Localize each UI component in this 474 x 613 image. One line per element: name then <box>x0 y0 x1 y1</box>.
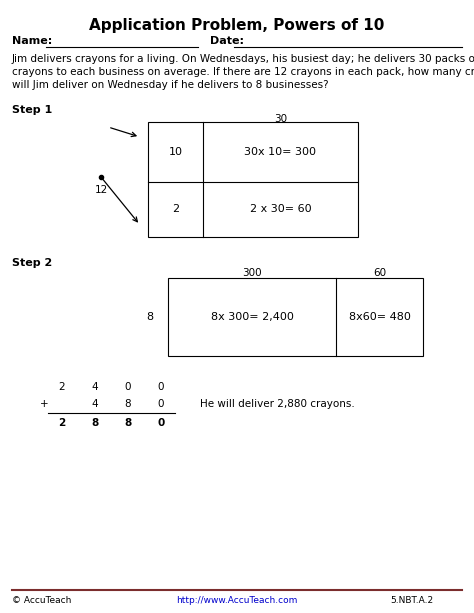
Text: 0: 0 <box>158 382 164 392</box>
Text: Name:: Name: <box>12 36 52 46</box>
Text: 0: 0 <box>125 382 131 392</box>
Text: 8x 300= 2,400: 8x 300= 2,400 <box>210 312 293 322</box>
Text: 5.NBT.A.2: 5.NBT.A.2 <box>390 596 433 605</box>
Text: 2 x 30= 60: 2 x 30= 60 <box>250 205 311 215</box>
Text: http://www.AccuTeach.com: http://www.AccuTeach.com <box>176 596 298 605</box>
Text: He will deliver 2,880 crayons.: He will deliver 2,880 crayons. <box>200 399 355 409</box>
Text: 30x 10= 300: 30x 10= 300 <box>245 147 317 157</box>
Text: 60: 60 <box>373 268 386 278</box>
Bar <box>168 278 423 356</box>
Text: Jim delivers crayons for a living. On Wednesdays, his busiest day; he delivers 3: Jim delivers crayons for a living. On We… <box>12 54 474 90</box>
Bar <box>148 122 358 237</box>
Text: 2: 2 <box>58 418 65 428</box>
Text: © AccuTeach: © AccuTeach <box>12 596 72 605</box>
Text: 8: 8 <box>125 399 131 409</box>
Text: 2: 2 <box>172 205 179 215</box>
Text: 30: 30 <box>274 114 287 124</box>
Text: Step 1: Step 1 <box>12 105 52 115</box>
Text: 4: 4 <box>91 399 98 409</box>
Text: 2: 2 <box>59 382 65 392</box>
Text: +: + <box>40 399 48 409</box>
Text: 0: 0 <box>157 418 164 428</box>
Text: Step 2: Step 2 <box>12 258 52 268</box>
Text: 300: 300 <box>242 268 262 278</box>
Text: 8x60= 480: 8x60= 480 <box>348 312 410 322</box>
Text: 8: 8 <box>146 312 154 322</box>
Text: 8: 8 <box>124 418 132 428</box>
Text: 10: 10 <box>168 147 182 157</box>
Text: 8: 8 <box>91 418 99 428</box>
Text: 4: 4 <box>91 382 98 392</box>
Text: 12: 12 <box>94 185 108 195</box>
Text: 0: 0 <box>158 399 164 409</box>
Text: Application Problem, Powers of 10: Application Problem, Powers of 10 <box>89 18 385 33</box>
Text: Date:: Date: <box>210 36 244 46</box>
